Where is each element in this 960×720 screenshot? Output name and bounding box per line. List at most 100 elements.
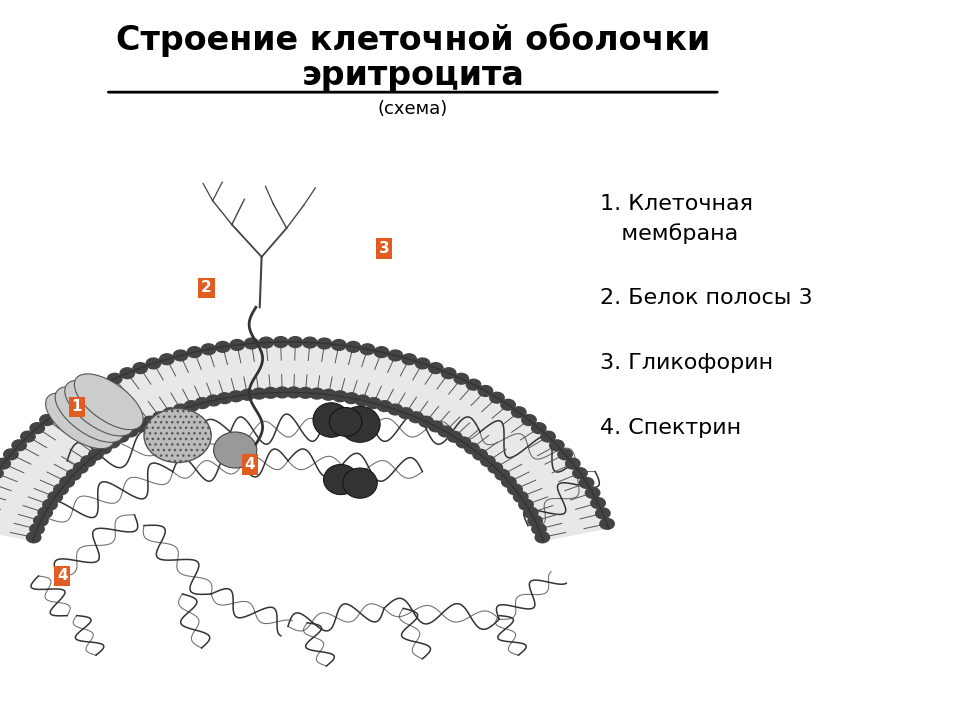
Circle shape — [522, 415, 537, 426]
Circle shape — [50, 407, 64, 418]
Text: (схема): (схема) — [377, 101, 448, 119]
Ellipse shape — [329, 408, 362, 436]
Circle shape — [508, 484, 522, 495]
Circle shape — [287, 387, 301, 398]
Circle shape — [88, 449, 103, 460]
Circle shape — [274, 337, 288, 348]
Text: 1: 1 — [72, 400, 82, 414]
Circle shape — [586, 487, 600, 498]
Circle shape — [187, 347, 202, 358]
Circle shape — [95, 379, 109, 390]
Circle shape — [228, 391, 243, 402]
Text: 4: 4 — [244, 457, 255, 472]
Circle shape — [299, 387, 313, 398]
Circle shape — [174, 404, 188, 415]
Circle shape — [428, 363, 443, 374]
Circle shape — [81, 456, 95, 467]
Circle shape — [310, 388, 324, 399]
Circle shape — [317, 338, 331, 349]
Circle shape — [108, 373, 122, 384]
Circle shape — [442, 368, 456, 379]
Circle shape — [240, 390, 254, 400]
Circle shape — [540, 431, 555, 442]
Circle shape — [398, 408, 413, 418]
Circle shape — [402, 354, 417, 364]
Circle shape — [97, 443, 111, 454]
Circle shape — [159, 354, 174, 364]
Circle shape — [528, 516, 542, 526]
Circle shape — [174, 350, 188, 361]
Circle shape — [43, 499, 58, 510]
Circle shape — [263, 387, 277, 398]
Circle shape — [230, 340, 245, 351]
Circle shape — [532, 423, 546, 433]
Circle shape — [218, 393, 232, 404]
Circle shape — [27, 532, 41, 543]
Circle shape — [429, 421, 444, 432]
Circle shape — [360, 344, 374, 355]
Circle shape — [580, 477, 594, 488]
Text: 4: 4 — [57, 569, 68, 583]
Circle shape — [377, 401, 392, 412]
Circle shape — [195, 397, 209, 408]
Text: 2. Белок полосы 3: 2. Белок полосы 3 — [600, 288, 812, 308]
Circle shape — [409, 412, 423, 423]
Ellipse shape — [343, 468, 377, 498]
Circle shape — [490, 392, 504, 403]
Circle shape — [495, 469, 510, 480]
Circle shape — [523, 508, 538, 518]
Ellipse shape — [144, 408, 211, 462]
Circle shape — [550, 440, 564, 451]
Circle shape — [288, 337, 302, 348]
Circle shape — [84, 386, 98, 397]
Circle shape — [355, 395, 370, 406]
Circle shape — [153, 412, 167, 423]
Circle shape — [367, 397, 381, 408]
Circle shape — [30, 423, 44, 433]
Circle shape — [275, 387, 289, 398]
Circle shape — [454, 373, 468, 384]
Circle shape — [114, 431, 129, 442]
Ellipse shape — [313, 402, 349, 437]
Circle shape — [133, 363, 148, 374]
Circle shape — [595, 508, 610, 518]
Circle shape — [573, 468, 588, 479]
Circle shape — [202, 344, 216, 355]
Circle shape — [302, 337, 317, 348]
Circle shape — [512, 407, 526, 418]
Circle shape — [48, 492, 62, 503]
Circle shape — [388, 350, 402, 361]
Circle shape — [245, 338, 259, 349]
Circle shape — [565, 458, 580, 469]
Ellipse shape — [213, 432, 257, 468]
Circle shape — [4, 449, 18, 460]
Text: 4. Спектрин: 4. Спектрин — [600, 418, 741, 438]
Circle shape — [535, 532, 549, 543]
Circle shape — [216, 341, 230, 352]
Circle shape — [465, 443, 479, 454]
Circle shape — [74, 462, 88, 473]
Circle shape — [344, 393, 358, 404]
Circle shape — [120, 368, 134, 379]
Circle shape — [21, 431, 36, 442]
Circle shape — [590, 498, 605, 508]
Circle shape — [447, 431, 462, 442]
Circle shape — [478, 386, 492, 397]
Circle shape — [30, 523, 44, 534]
Ellipse shape — [45, 393, 114, 449]
Ellipse shape — [324, 464, 358, 495]
Circle shape — [66, 469, 81, 480]
Text: Строение клеточной оболочки: Строение клеточной оболочки — [115, 22, 710, 57]
Circle shape — [467, 379, 481, 390]
Circle shape — [132, 421, 147, 432]
Circle shape — [346, 341, 360, 352]
Circle shape — [60, 400, 75, 410]
Circle shape — [481, 456, 495, 467]
Circle shape — [558, 449, 572, 460]
Circle shape — [518, 499, 533, 510]
Circle shape — [501, 400, 516, 410]
Circle shape — [532, 523, 546, 534]
Circle shape — [184, 401, 199, 412]
Circle shape — [331, 340, 346, 351]
Circle shape — [38, 508, 53, 518]
